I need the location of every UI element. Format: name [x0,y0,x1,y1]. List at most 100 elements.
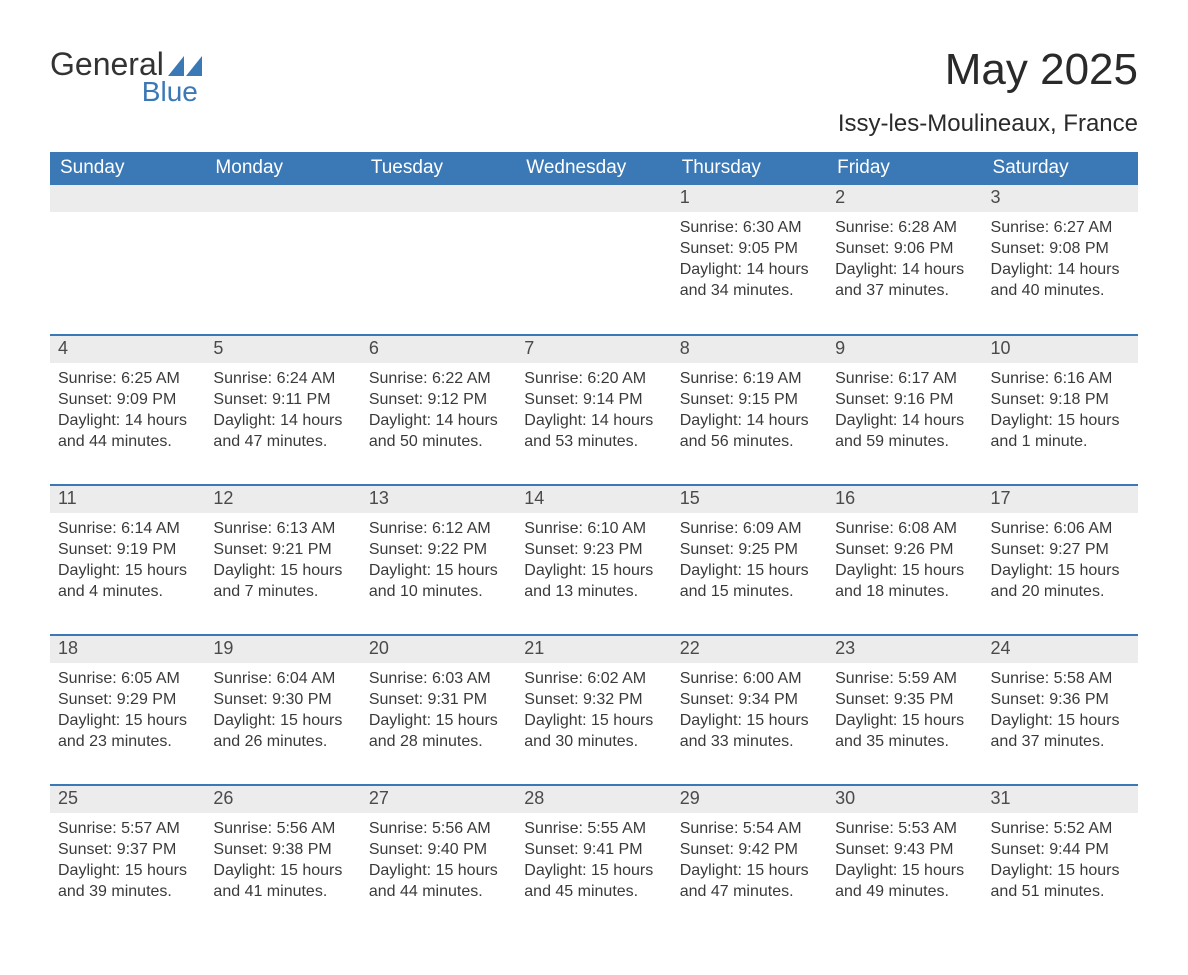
day-number: 14 [516,486,671,513]
day-details: Sunrise: 6:27 AMSunset: 9:08 PMDaylight:… [983,212,1138,305]
location-text: Issy-les-Moulineaux, France [838,110,1138,138]
daylight-line: Daylight: 15 hours and 47 minutes. [680,860,819,902]
daylight-line: Daylight: 14 hours and 59 minutes. [835,410,974,452]
sunrise-line: Sunrise: 5:57 AM [58,818,197,839]
daylight-line: Daylight: 15 hours and 51 minutes. [991,860,1130,902]
daylight-line: Daylight: 15 hours and 26 minutes. [213,710,352,752]
day-number: 2 [827,185,982,212]
daylight-line: Daylight: 15 hours and 44 minutes. [369,860,508,902]
daylight-line: Daylight: 15 hours and 13 minutes. [524,560,663,602]
sunrise-line: Sunrise: 6:17 AM [835,368,974,389]
day-details: Sunrise: 6:02 AMSunset: 9:32 PMDaylight:… [516,663,671,756]
calendar-day: 22Sunrise: 6:00 AMSunset: 9:34 PMDayligh… [672,635,827,785]
day-number: 15 [672,486,827,513]
sunset-line: Sunset: 9:23 PM [524,539,663,560]
calendar-head: SundayMondayTuesdayWednesdayThursdayFrid… [50,152,1138,185]
sunset-line: Sunset: 9:30 PM [213,689,352,710]
day-number: 28 [516,786,671,813]
day-details: Sunrise: 6:09 AMSunset: 9:25 PMDaylight:… [672,513,827,606]
sunrise-line: Sunrise: 6:13 AM [213,518,352,539]
sunrise-line: Sunrise: 5:59 AM [835,668,974,689]
sunset-line: Sunset: 9:25 PM [680,539,819,560]
brand-logo: General Blue [50,48,202,106]
day-number: 30 [827,786,982,813]
sunrise-line: Sunrise: 6:04 AM [213,668,352,689]
day-details: Sunrise: 5:59 AMSunset: 9:35 PMDaylight:… [827,663,982,756]
sunset-line: Sunset: 9:05 PM [680,238,819,259]
day-details: Sunrise: 6:12 AMSunset: 9:22 PMDaylight:… [361,513,516,606]
calendar-day: 24Sunrise: 5:58 AMSunset: 9:36 PMDayligh… [983,635,1138,785]
day-details: Sunrise: 6:13 AMSunset: 9:21 PMDaylight:… [205,513,360,606]
day-number: 21 [516,636,671,663]
sunrise-line: Sunrise: 5:55 AM [524,818,663,839]
calendar-day: 26Sunrise: 5:56 AMSunset: 9:38 PMDayligh… [205,785,360,935]
day-details: Sunrise: 6:00 AMSunset: 9:34 PMDaylight:… [672,663,827,756]
day-number-empty [516,185,671,212]
sunrise-line: Sunrise: 6:03 AM [369,668,508,689]
calendar-day: 13Sunrise: 6:12 AMSunset: 9:22 PMDayligh… [361,485,516,635]
daylight-line: Daylight: 15 hours and 23 minutes. [58,710,197,752]
calendar-day: 9Sunrise: 6:17 AMSunset: 9:16 PMDaylight… [827,335,982,485]
daylight-line: Daylight: 14 hours and 40 minutes. [991,259,1130,301]
calendar-day-empty [205,185,360,335]
sunset-line: Sunset: 9:21 PM [213,539,352,560]
sunrise-line: Sunrise: 5:56 AM [213,818,352,839]
sunrise-line: Sunrise: 6:00 AM [680,668,819,689]
daylight-line: Daylight: 15 hours and 33 minutes. [680,710,819,752]
calendar-day: 20Sunrise: 6:03 AMSunset: 9:31 PMDayligh… [361,635,516,785]
day-details: Sunrise: 5:52 AMSunset: 9:44 PMDaylight:… [983,813,1138,906]
calendar-table: SundayMondayTuesdayWednesdayThursdayFrid… [50,152,1138,935]
daylight-line: Daylight: 15 hours and 41 minutes. [213,860,352,902]
day-number: 20 [361,636,516,663]
sunset-line: Sunset: 9:14 PM [524,389,663,410]
day-details: Sunrise: 6:10 AMSunset: 9:23 PMDaylight:… [516,513,671,606]
calendar-day: 30Sunrise: 5:53 AMSunset: 9:43 PMDayligh… [827,785,982,935]
calendar-day: 6Sunrise: 6:22 AMSunset: 9:12 PMDaylight… [361,335,516,485]
day-number: 10 [983,336,1138,363]
day-details: Sunrise: 5:53 AMSunset: 9:43 PMDaylight:… [827,813,982,906]
sunrise-line: Sunrise: 6:30 AM [680,217,819,238]
day-number: 18 [50,636,205,663]
calendar-body: 1Sunrise: 6:30 AMSunset: 9:05 PMDaylight… [50,185,1138,935]
day-details: Sunrise: 6:14 AMSunset: 9:19 PMDaylight:… [50,513,205,606]
calendar-day: 4Sunrise: 6:25 AMSunset: 9:09 PMDaylight… [50,335,205,485]
sunset-line: Sunset: 9:08 PM [991,238,1130,259]
calendar-day: 10Sunrise: 6:16 AMSunset: 9:18 PMDayligh… [983,335,1138,485]
calendar-day: 11Sunrise: 6:14 AMSunset: 9:19 PMDayligh… [50,485,205,635]
calendar-day: 14Sunrise: 6:10 AMSunset: 9:23 PMDayligh… [516,485,671,635]
daylight-line: Daylight: 15 hours and 35 minutes. [835,710,974,752]
flag-icon [168,56,202,76]
calendar-week: 25Sunrise: 5:57 AMSunset: 9:37 PMDayligh… [50,785,1138,935]
weekday-header: Saturday [983,152,1138,185]
day-number: 31 [983,786,1138,813]
calendar-day: 7Sunrise: 6:20 AMSunset: 9:14 PMDaylight… [516,335,671,485]
day-details: Sunrise: 6:19 AMSunset: 9:15 PMDaylight:… [672,363,827,456]
day-details: Sunrise: 6:05 AMSunset: 9:29 PMDaylight:… [50,663,205,756]
sunset-line: Sunset: 9:16 PM [835,389,974,410]
sunset-line: Sunset: 9:43 PM [835,839,974,860]
day-number: 16 [827,486,982,513]
title-block: May 2025 Issy-les-Moulineaux, France [838,48,1138,148]
calendar-day: 29Sunrise: 5:54 AMSunset: 9:42 PMDayligh… [672,785,827,935]
calendar-week: 1Sunrise: 6:30 AMSunset: 9:05 PMDaylight… [50,185,1138,335]
day-details: Sunrise: 6:17 AMSunset: 9:16 PMDaylight:… [827,363,982,456]
day-number: 13 [361,486,516,513]
calendar-day: 19Sunrise: 6:04 AMSunset: 9:30 PMDayligh… [205,635,360,785]
weekday-header: Wednesday [516,152,671,185]
day-details: Sunrise: 6:22 AMSunset: 9:12 PMDaylight:… [361,363,516,456]
sunrise-line: Sunrise: 5:56 AM [369,818,508,839]
day-details: Sunrise: 6:16 AMSunset: 9:18 PMDaylight:… [983,363,1138,456]
day-details: Sunrise: 5:56 AMSunset: 9:38 PMDaylight:… [205,813,360,906]
day-details: Sunrise: 6:28 AMSunset: 9:06 PMDaylight:… [827,212,982,305]
sunset-line: Sunset: 9:44 PM [991,839,1130,860]
day-number: 8 [672,336,827,363]
sunrise-line: Sunrise: 6:16 AM [991,368,1130,389]
calendar-day: 1Sunrise: 6:30 AMSunset: 9:05 PMDaylight… [672,185,827,335]
day-details: Sunrise: 6:30 AMSunset: 9:05 PMDaylight:… [672,212,827,305]
day-details: Sunrise: 5:57 AMSunset: 9:37 PMDaylight:… [50,813,205,906]
day-number: 29 [672,786,827,813]
calendar-day: 25Sunrise: 5:57 AMSunset: 9:37 PMDayligh… [50,785,205,935]
day-number-empty [50,185,205,212]
calendar-day-empty [361,185,516,335]
sunset-line: Sunset: 9:27 PM [991,539,1130,560]
